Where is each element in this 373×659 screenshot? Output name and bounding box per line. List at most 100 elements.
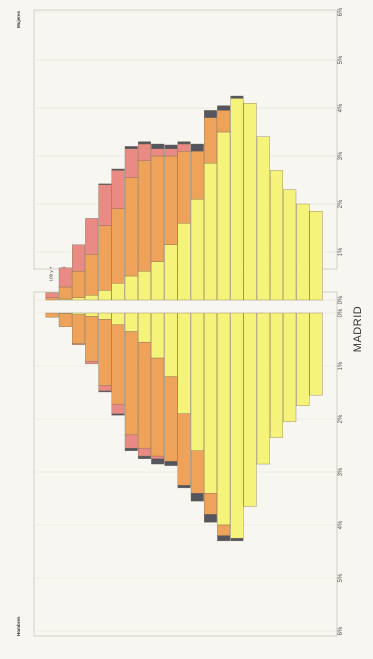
mujeres-bar-100-y-+-s2 [45, 297, 59, 301]
mujeres-bar-40-a-44-s2 [204, 117, 217, 164]
hombres-bar-50-a-54-s4 [177, 485, 191, 489]
mujeres-bar-70-a-74-s3 [124, 148, 138, 178]
mujeres-bar-15-a-19-s1 [270, 170, 283, 301]
hombres-bar-55-a-59-s1 [164, 312, 178, 377]
hombres-bar-65-a-69-s1 [138, 312, 151, 343]
hombres-bar-75-a-79-s2 [111, 324, 125, 405]
hombres-bar-5-a-9-s1 [296, 312, 310, 406]
mujeres-bar-80-a-84-s1 [98, 290, 112, 301]
tick-label-mujeres: 2% [338, 199, 344, 208]
hombres-bar-80-a-84-s4 [98, 390, 112, 393]
hombres-bar-30-a-34-s1 [230, 312, 244, 539]
hombres-bar-70-a-74-s2 [124, 331, 138, 436]
hombres-bar-55-a-59-s4 [164, 461, 178, 466]
mujeres-bar-65-a-69-s3 [138, 143, 151, 161]
tick-label-mujeres: 3% [338, 151, 344, 160]
hombres-bar-75-a-79-s4 [111, 413, 125, 416]
mujeres-bar-20-a-24-s1 [256, 136, 270, 301]
hombres-bar-50-a-54-s1 [177, 312, 191, 414]
mujeres-bar-60-a-64-s3 [151, 148, 165, 157]
tick-label-hombres: 1% [338, 361, 344, 370]
mujeres-bar-30-a-34-s4 [230, 95, 244, 99]
mujeres-bar-60-a-64-s2 [151, 155, 165, 262]
mujeres-bar-40-a-44-s4 [204, 110, 217, 118]
mujeres-label: Mujeres [16, 10, 21, 28]
hombres-bar-60-a-64-s1 [151, 312, 165, 359]
mujeres-bar-55-a-59-s1 [164, 244, 178, 301]
mujeres-bar-80-a-84-s2 [98, 225, 112, 291]
mujeres-bar-30-a-34-s1 [230, 98, 244, 301]
hombres-bar-20-a-24-s1 [256, 312, 270, 465]
hombres-bar-85-a-89-s1 [85, 312, 99, 317]
hombres-bar-65-a-69-s2 [138, 341, 151, 449]
tick-label-hombres: 6% [338, 626, 344, 635]
hombres-bar-25-a-29-s1 [243, 312, 257, 507]
mujeres-bar-90-a-94-s3 [72, 244, 85, 272]
hombres-bar-60-a-64-s4 [151, 458, 165, 465]
mujeres-bar-75-a-79-s3 [111, 170, 125, 209]
tick-label-mujeres: 5% [338, 55, 344, 64]
mujeres-bar-65-a-69-s1 [138, 271, 151, 301]
mujeres-bar-45-a-49-s1 [190, 199, 204, 301]
hombres-bar-90-a-94-s1 [72, 312, 85, 315]
tick-label-hombres: 4% [338, 520, 344, 529]
hombres-bar-35-a-39-s4 [217, 535, 231, 542]
hombres-bar-75-a-79-s1 [111, 312, 125, 325]
mujeres-bar-45-a-49-s2 [190, 151, 204, 200]
mujeres-bar-5-a-9-s1 [296, 203, 310, 301]
hombres-bar-30-a-34-s4 [230, 538, 244, 542]
hombres-bar-45-a-49-s1 [190, 312, 204, 451]
mujeres-bar-75-a-79-s4 [111, 168, 125, 171]
label-layer: Hombres Mujeres MADRID [16, 10, 364, 636]
hombres-bar-40-a-44-s1 [204, 312, 217, 494]
mujeres-bar-70-a-74-s2 [124, 177, 138, 277]
hombres-bar-35-a-39-s1 [217, 312, 231, 526]
hombres-label: Hombres [16, 616, 21, 636]
mujeres-bar-90-a-94-s2 [72, 271, 85, 298]
mujeres-bar-75-a-79-s1 [111, 283, 125, 301]
hombres-bar-60-a-64-s3 [151, 455, 165, 459]
mujeres-bar-35-a-39-s2 [217, 110, 231, 133]
hombres-bar-70-a-74-s1 [124, 312, 138, 332]
hombres-bar-80-a-84-s3 [98, 385, 112, 392]
hombres-bar-85-a-89-s2 [85, 316, 99, 362]
tick-label-hombres: 0% [338, 308, 344, 317]
mujeres-bar-65-a-69-s2 [138, 160, 151, 272]
hombres-bar-80-a-84-s1 [98, 312, 112, 320]
mujeres-bar-85-a-89-s3 [85, 218, 99, 255]
hombres-bar-55-a-59-s2 [164, 376, 178, 462]
mujeres-bar-85-a-89-s1 [85, 295, 99, 301]
mujeres-bar-50-a-54-s2 [177, 151, 191, 224]
hombres-bar-45-a-49-s2 [190, 450, 204, 494]
mujeres-bar-55-a-59-s4 [164, 144, 178, 149]
mujeres-bar-95-a-99-s2 [58, 286, 72, 300]
hombres-bar-45-a-49-s4 [190, 493, 204, 502]
tick-label-hombres: 5% [338, 573, 344, 582]
hombres-bar-65-a-69-s4 [138, 455, 151, 459]
mujeres-bar-80-a-84-s4 [98, 183, 112, 185]
hombres-bar-70-a-74-s4 [124, 447, 138, 451]
mujeres-bar-50-a-54-s1 [177, 223, 191, 301]
tick-label-mujeres: 0% [338, 295, 344, 304]
hombres-bar-75-a-79-s3 [111, 403, 125, 414]
mujeres-bar-40-a-44-s1 [204, 163, 217, 301]
mujeres-bar-55-a-59-s2 [164, 155, 178, 245]
hombres-bar-80-a-84-s2 [98, 319, 112, 386]
mujeres-bar-70-a-74-s4 [124, 146, 138, 149]
hombres-bar-90-a-94-s3 [72, 343, 85, 345]
hombres-bar-100-y-+-s2 [45, 312, 59, 318]
mujeres-bar-75-a-79-s2 [111, 208, 125, 284]
hombres-bar-15-a-19-s1 [270, 312, 283, 438]
mujeres-bar-65-a-69-s4 [138, 141, 151, 145]
mujeres-bar-50-a-54-s3 [177, 143, 191, 152]
hombres-bar-65-a-69-s3 [138, 447, 151, 457]
mujeres-bar-95-a-99-s3 [58, 267, 72, 288]
hombres-bar-40-a-44-s2 [204, 493, 217, 515]
tick-label-mujeres: 4% [338, 103, 344, 112]
hombres-bar-70-a-74-s3 [124, 434, 138, 449]
mujeres-bar-60-a-64-s1 [151, 261, 165, 301]
hombres-bar-85-a-89-s3 [85, 361, 99, 365]
mujeres-bar-80-a-84-s3 [98, 184, 112, 226]
